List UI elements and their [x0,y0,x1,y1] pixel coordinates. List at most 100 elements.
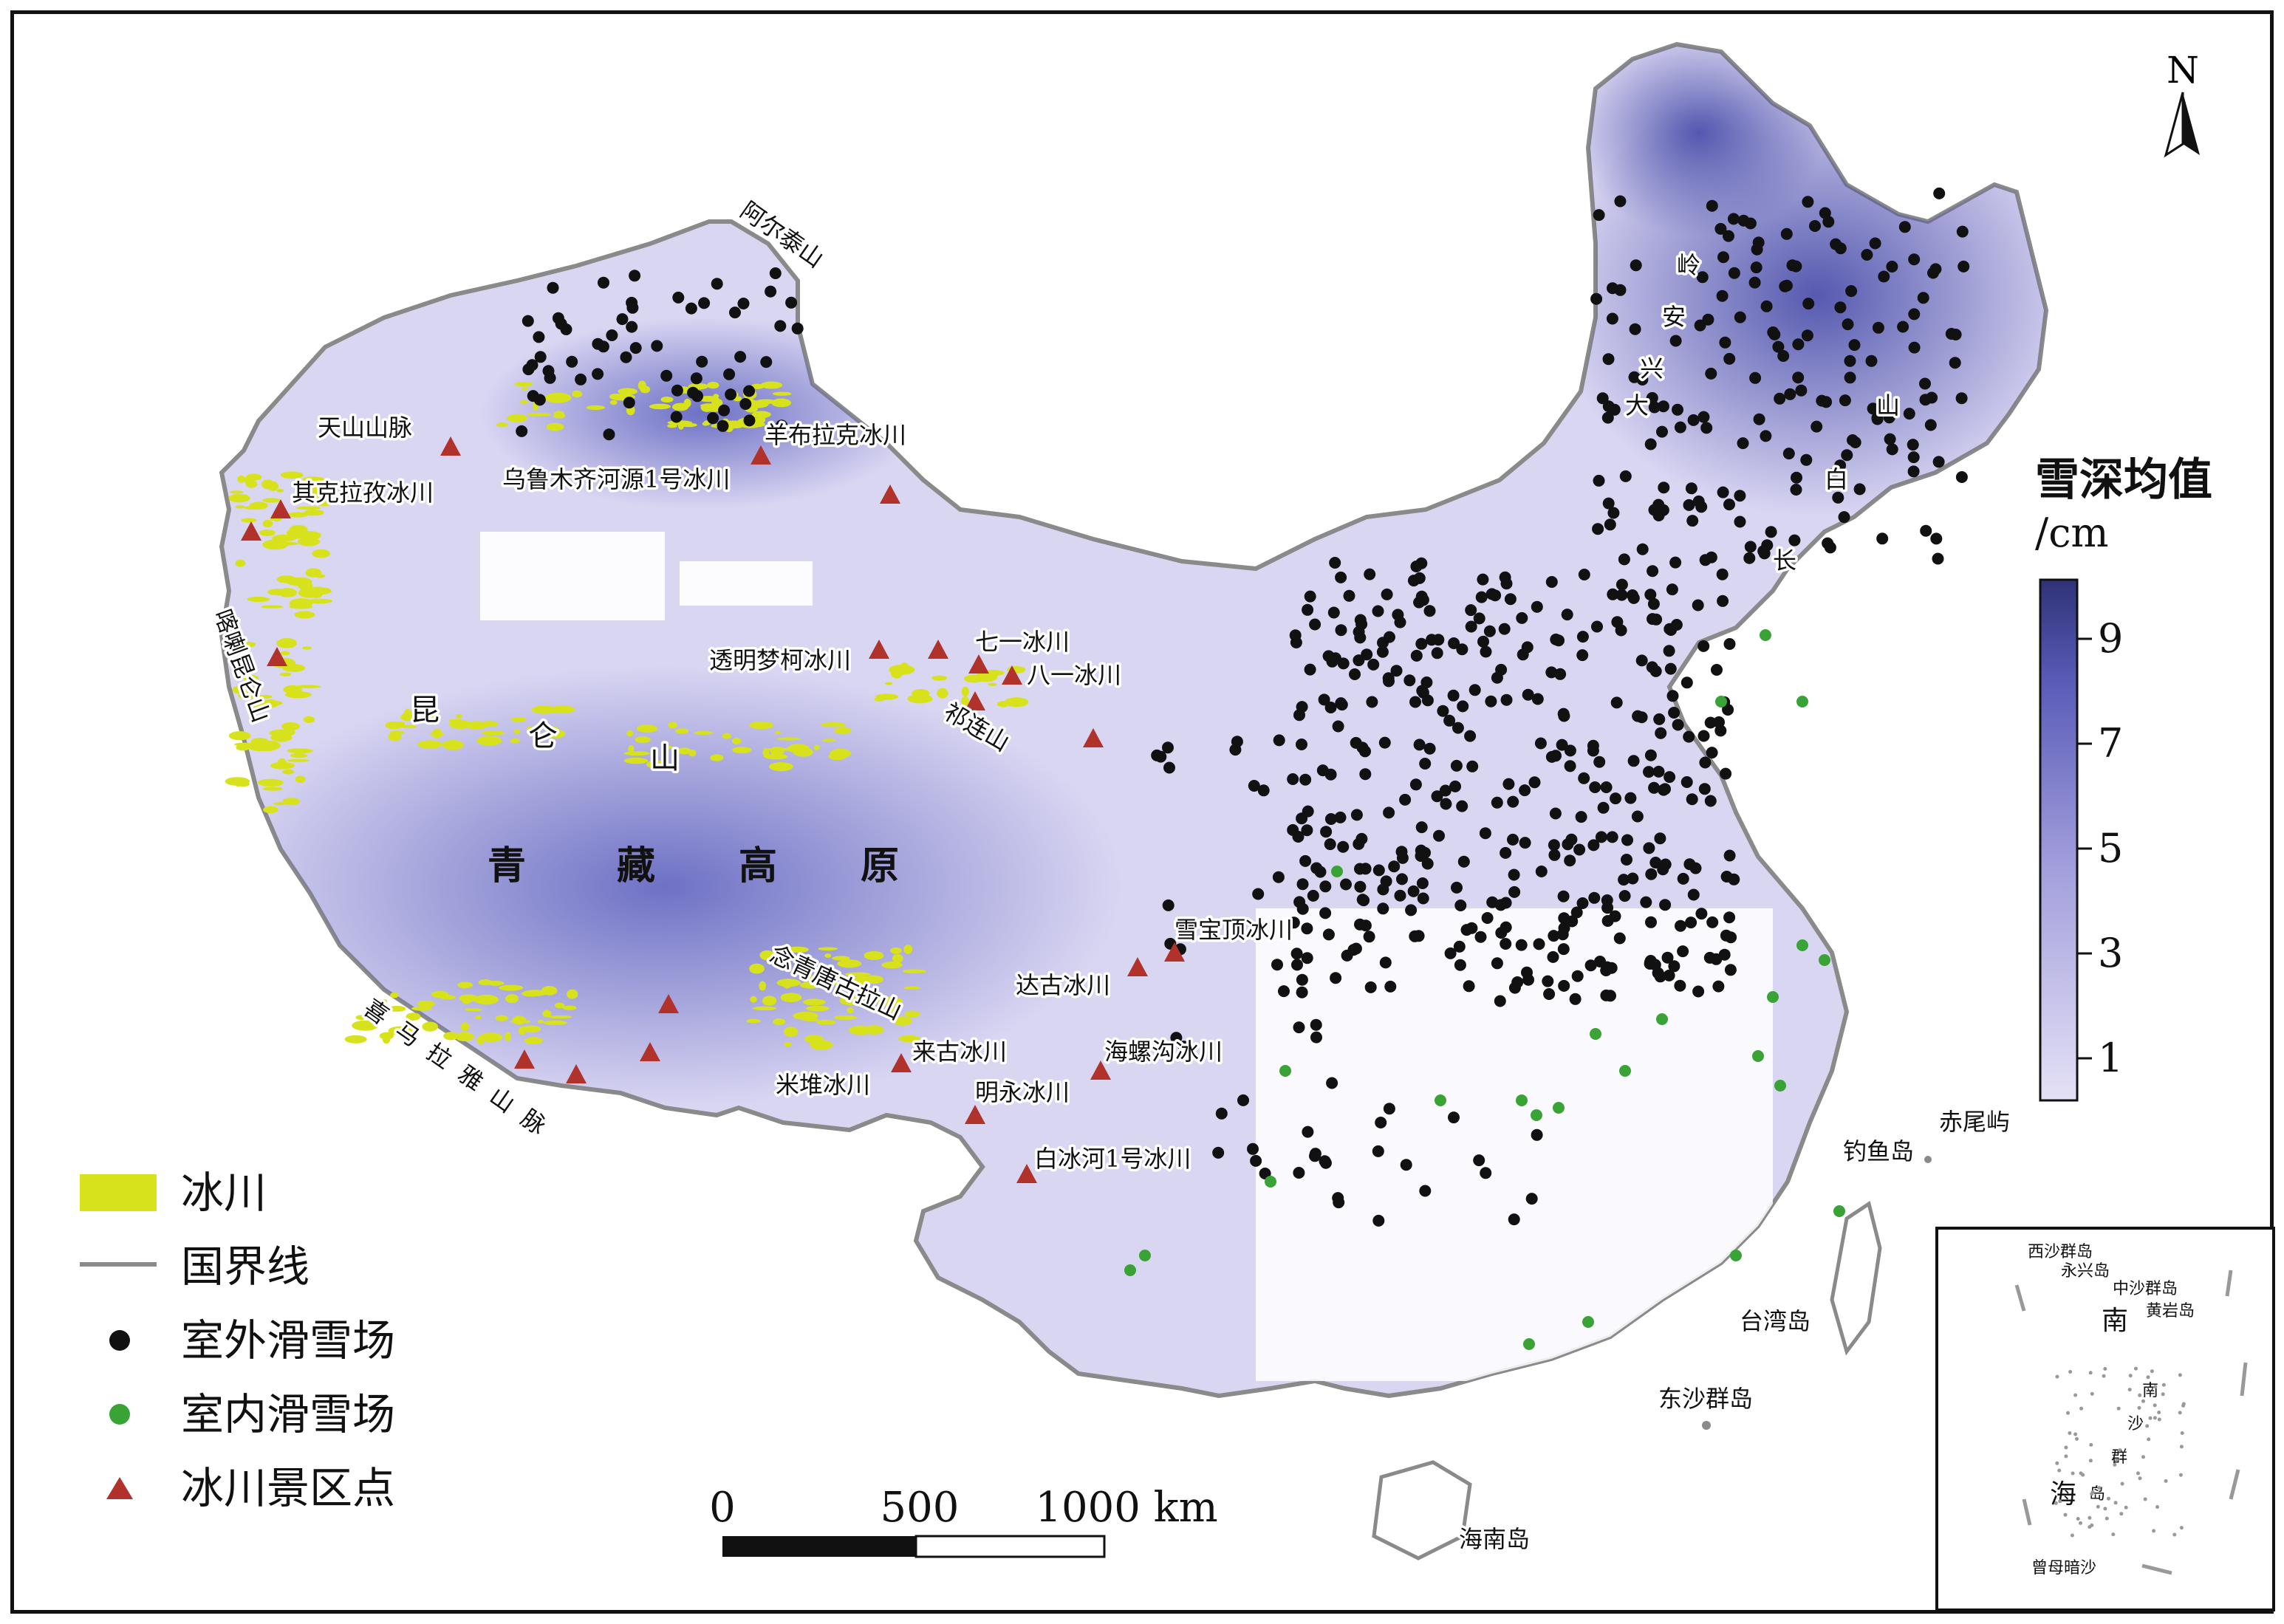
outdoor-resort-dot [1500,897,1512,909]
outdoor-resort-dot [1614,195,1627,208]
outdoor-resort-dot [1649,665,1662,677]
label-dxal-1: 大 [1625,391,1649,419]
outdoor-resort-dot [1664,771,1676,784]
outdoor-resort-dot [1704,716,1717,729]
north-label: N [2167,49,2199,92]
colorbar-ticks: 9 7 5 3 1 [2077,615,2123,1081]
inset-island-dot [2148,1416,2153,1420]
glacier-patch [245,476,251,485]
glacier-patch [547,1015,572,1019]
outdoor-resort-dot [1648,401,1661,414]
outdoor-resort-dot [1531,600,1543,613]
inset-island-dot [2134,1366,2138,1371]
outdoor-resort-dot [1593,474,1605,487]
outdoor-resort-dot [1750,261,1762,274]
label-hainan: 海南岛 [1459,1525,1530,1553]
glacier-patch [520,1025,541,1033]
outdoor-resort-dot [1645,868,1658,880]
outdoor-resort-dot [1644,749,1657,761]
outdoor-resort-dot [1329,557,1341,569]
outdoor-resort-dot [1473,612,1485,625]
outdoor-resort-dot [1479,827,1491,840]
outdoor-resort-dot [1669,335,1682,347]
outdoor-resort-dot [1760,300,1773,312]
outdoor-resort-dot [1451,881,1463,894]
outdoor-resort-dot [1571,970,1584,982]
outdoor-resort-dot [1547,950,1559,963]
label-tianshan: 天山山脉 [318,414,412,442]
glacier-patch [1004,697,1029,707]
glacier-patch [481,730,506,736]
glacier-patch [282,798,301,806]
outdoor-resort-dot [1670,619,1683,631]
outdoor-resort-dot [1522,973,1534,986]
inset-nansha-2: 沙 [2127,1415,2144,1433]
glacier-patch [279,672,292,676]
outdoor-resort-dot [743,414,756,427]
outdoor-resort-dot [1844,371,1856,384]
indoor-resort-dot [1774,1080,1786,1092]
outdoor-resort-dot [1231,736,1243,748]
outdoor-resort-dot [1702,313,1714,326]
glacier-patch [807,974,814,981]
outdoor-resort-dot [769,267,782,279]
outdoor-resort-dot [1372,605,1384,617]
outdoor-resort-dot [1717,595,1729,607]
outdoor-resort-dot [1685,917,1697,929]
outdoor-resort-dot [1606,312,1618,325]
outdoor-resort-dot [1500,846,1512,859]
outdoor-resort-dot [1549,807,1562,820]
indoor-resort-dot [1760,629,1771,641]
outdoor-resort-dot [696,355,708,368]
outdoor-resort-dot [1685,482,1697,495]
outdoor-resort-dot [1380,875,1392,888]
label-kunlun-2: 仑 [528,719,558,753]
outdoor-resort-dot [1522,688,1534,701]
outdoor-resort-dot [1627,589,1638,601]
outdoor-resort-dot [1886,443,1898,456]
hainan-island [1372,1460,1472,1560]
glacier-patch [256,683,264,690]
outdoor-resort-dot [1664,662,1677,675]
outdoor-resort-dot [1824,541,1836,554]
glacier-patch [289,524,308,535]
outdoor-resort-dot [1296,739,1307,750]
inset-island-dot [2103,1367,2107,1371]
outdoor-resort-dot [1627,872,1639,885]
outdoor-resort-dot [1872,321,1884,334]
glacier-patch [567,989,578,999]
glacier-patch [961,686,969,697]
outdoor-resort-dot [1666,690,1679,702]
inset-island-dot [2064,1445,2068,1450]
outdoor-resort-dot [1407,885,1420,897]
outdoor-resort-dot [1578,772,1590,784]
outdoor-resort-dot [1883,411,1895,424]
glacier-patch [694,730,714,735]
indoor-resort-dot [1715,696,1727,707]
outdoor-resort-dot [1618,874,1630,886]
glacier-patch [417,1000,435,1007]
outdoor-resort-dot [1556,739,1568,751]
glacier-patch [276,489,284,493]
outdoor-resort-dot [1834,459,1847,472]
glacier-patch [787,744,810,753]
glacier-patch [549,705,575,713]
outdoor-resort-dot [1353,626,1365,638]
indoor-resort-dot [1619,1065,1631,1077]
glacier-scenic-triangle [880,484,900,504]
outdoor-resort-dot [1359,768,1372,781]
indoor-resort-dot [1523,1338,1535,1350]
outdoor-resort-dot [620,351,632,363]
island-labels: 钓鱼岛 赤尾屿 台湾岛 东沙群岛 海南岛 [1457,1106,2013,1556]
glacier-patch [514,381,533,387]
glacier-patch [803,998,826,1006]
outdoor-resort-dot [1706,747,1718,759]
inset-island-dot [2124,1505,2128,1510]
outdoor-resort-dot [560,323,572,335]
outdoor-resort-dot [1830,238,1842,250]
outdoor-resort-dot [1908,308,1921,321]
glacier-patch [903,986,920,990]
glacier-patch [877,996,903,1007]
outdoor-resort-dot [1353,654,1365,667]
glacier-patch [473,994,499,1005]
